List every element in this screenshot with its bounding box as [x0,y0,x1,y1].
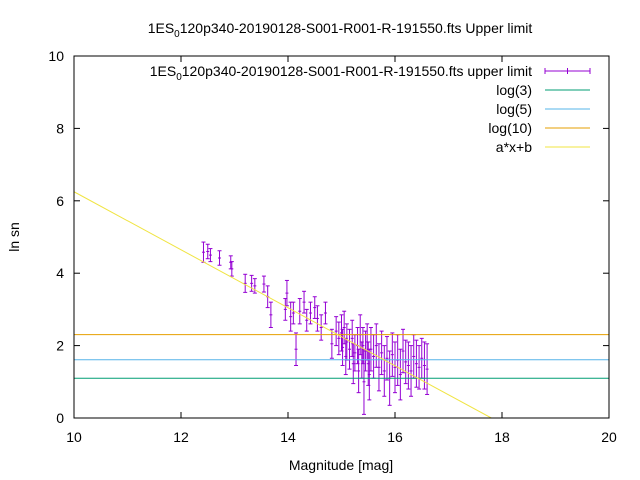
error-bar-point [217,250,222,266]
error-bar-point [409,345,414,397]
plot-area [74,191,609,418]
error-bar-point [371,334,376,379]
plot-frame [73,55,610,419]
y-tick-label: 0 [56,410,64,426]
error-bar-point [414,339,419,388]
legend-label: a*x+b [496,139,532,155]
legend-label: log(3) [496,82,532,98]
y-tick-label: 2 [56,338,64,354]
error-bar-point [382,345,387,397]
error-bar-point [417,345,422,390]
y-tick-label: 6 [56,193,64,209]
error-bar-point [411,334,416,379]
error-bar-point [252,278,257,294]
error-bar-point [268,301,273,328]
error-bar-point [208,248,213,263]
chart-title: 1ES0120p340-20190128-S001-R001-R-191550.… [148,20,533,40]
error-bar-point [291,301,296,325]
error-bar-point [350,319,355,357]
error-bar-point [379,330,384,376]
error-bar-point [425,343,430,395]
error-bar-point [403,339,408,385]
error-bar-point [336,321,341,356]
error-bar-point [323,301,328,325]
error-bar-point [398,348,403,401]
x-tick-label: 20 [601,429,617,445]
x-tick-label: 18 [494,429,510,445]
y-tick-label: 8 [56,120,64,136]
error-bar-point [297,298,302,325]
error-bar-point [249,274,254,292]
error-bar-point [319,314,324,341]
legend-entry: log(3) [496,82,590,98]
legend-entry: log(5) [496,101,590,117]
error-bar-point [406,341,411,390]
error-bar-point [393,341,397,394]
error-bar-point [302,290,307,314]
x-tick-label: 10 [66,429,82,445]
error-bar-point [374,323,379,368]
y-tick-label: 4 [56,265,64,281]
error-bar-point [312,296,317,319]
error-bar-point [329,328,334,359]
y-tick-label: 10 [48,48,64,64]
legend-label: log(5) [496,101,532,117]
error-bar-point [205,243,210,260]
error-bar-point [284,279,289,307]
legend-entry: 1ES0120p340-20190128-S001-R001-R-191550.… [150,63,591,83]
legend-entry: log(10) [488,120,590,136]
x-tick-label: 16 [387,429,403,445]
error-bar-point [288,301,293,332]
error-bar-point [401,328,406,374]
x-tick-label: 14 [280,429,296,445]
error-bar-point [201,241,206,263]
legend-entry: a*x+b [496,139,590,155]
legend-label: 1ES0120p340-20190128-S001-R001-R-191550.… [150,63,532,83]
error-bar-point [419,337,424,379]
error-bar-point [243,273,248,293]
error-bar-point [229,261,234,277]
legend: 1ES0120p340-20190128-S001-R001-R-191550.… [150,63,591,155]
y-axis-label: ln sn [6,222,22,252]
x-tick-label: 12 [173,429,189,445]
error-bar-point [334,316,339,347]
error-bar-point [384,336,389,381]
error-bar-point [261,275,266,293]
error-bar-point [304,308,309,332]
error-bar-point [294,332,299,367]
errorbar-series [201,241,430,415]
legend-label: log(10) [488,120,532,136]
error-bar-point [347,328,352,370]
error-bar-point [390,332,395,377]
fit-line [74,191,492,418]
error-bar-point [315,305,320,332]
error-bar-point [283,298,288,321]
error-bar-point [376,343,381,392]
x-axis-label: Magnitude [mag] [289,457,393,473]
